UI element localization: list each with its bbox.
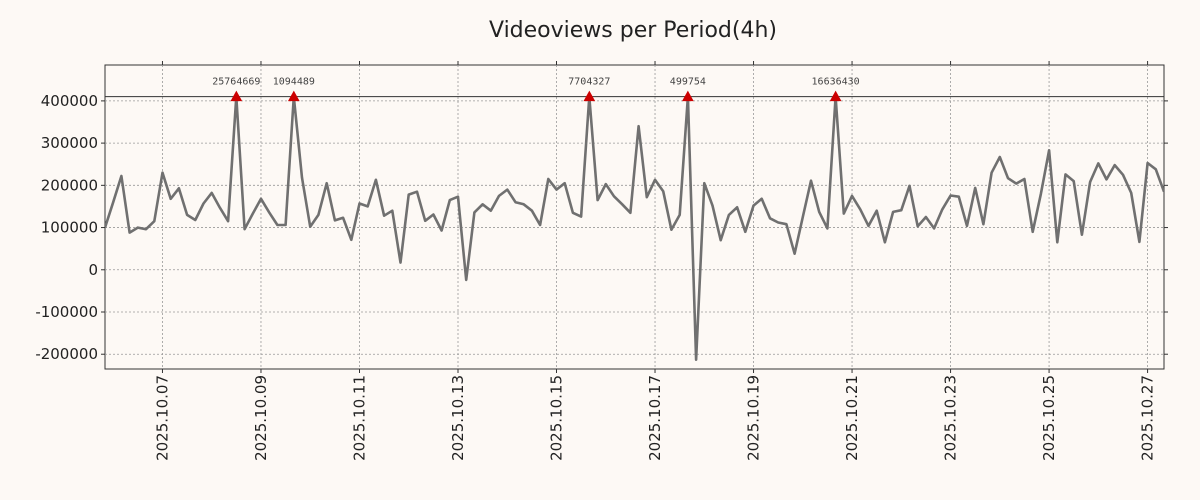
- y-tick-label: 400000: [41, 92, 98, 110]
- peak-label: 1094489: [273, 77, 315, 88]
- peak-marker: [230, 90, 243, 102]
- y-tick-label: -100000: [35, 303, 98, 321]
- x-tick-label: 2025.10.15: [548, 375, 566, 461]
- peak-markers: 25764669 1094489 7704327 499754 16636430: [212, 77, 860, 102]
- x-tick-label: 2025.10.21: [843, 375, 861, 461]
- series-layer: [105, 95, 1164, 362]
- y-tick-label: 200000: [41, 176, 98, 194]
- peak-marker: [829, 90, 842, 102]
- x-tick-label: 2025.10.19: [745, 375, 763, 461]
- y-tick-label: 100000: [41, 219, 98, 237]
- peak-marker: [583, 90, 596, 102]
- y-tick-label: 300000: [41, 134, 98, 152]
- x-axis-ticks: 2025.10.07 2025.10.09 2025.10.11 2025.10.13…: [153, 61, 1157, 461]
- peak-label: 7704327: [568, 77, 610, 88]
- grid-layer: [105, 65, 1164, 369]
- peak-label: 25764669: [212, 77, 260, 88]
- x-tick-label: 2025.10.07: [153, 375, 171, 461]
- peak-label: 16636430: [812, 77, 860, 88]
- x-tick-label: 2025.10.23: [942, 375, 960, 461]
- peak-label: 499754: [670, 77, 706, 88]
- peak-marker: [287, 90, 300, 102]
- x-tick-label: 2025.10.27: [1139, 375, 1157, 461]
- series-line: [105, 95, 1164, 362]
- x-tick-label: 2025.10.11: [350, 375, 368, 461]
- y-tick-label: 0: [88, 261, 98, 279]
- x-tick-label: 2025.10.13: [449, 375, 467, 461]
- chart-title: Videoviews per Period(4h): [489, 18, 777, 43]
- y-tick-label: -200000: [35, 345, 98, 363]
- x-tick-label: 2025.10.17: [646, 375, 664, 461]
- plot-area: [104, 64, 1165, 370]
- peak-marker: [682, 90, 694, 102]
- y-axis-ticks: -200000 -100000 0 100000 200000 300000 400000: [35, 92, 1168, 363]
- x-tick-label: 2025.10.25: [1040, 375, 1058, 461]
- x-tick-label: 2025.10.09: [252, 375, 270, 461]
